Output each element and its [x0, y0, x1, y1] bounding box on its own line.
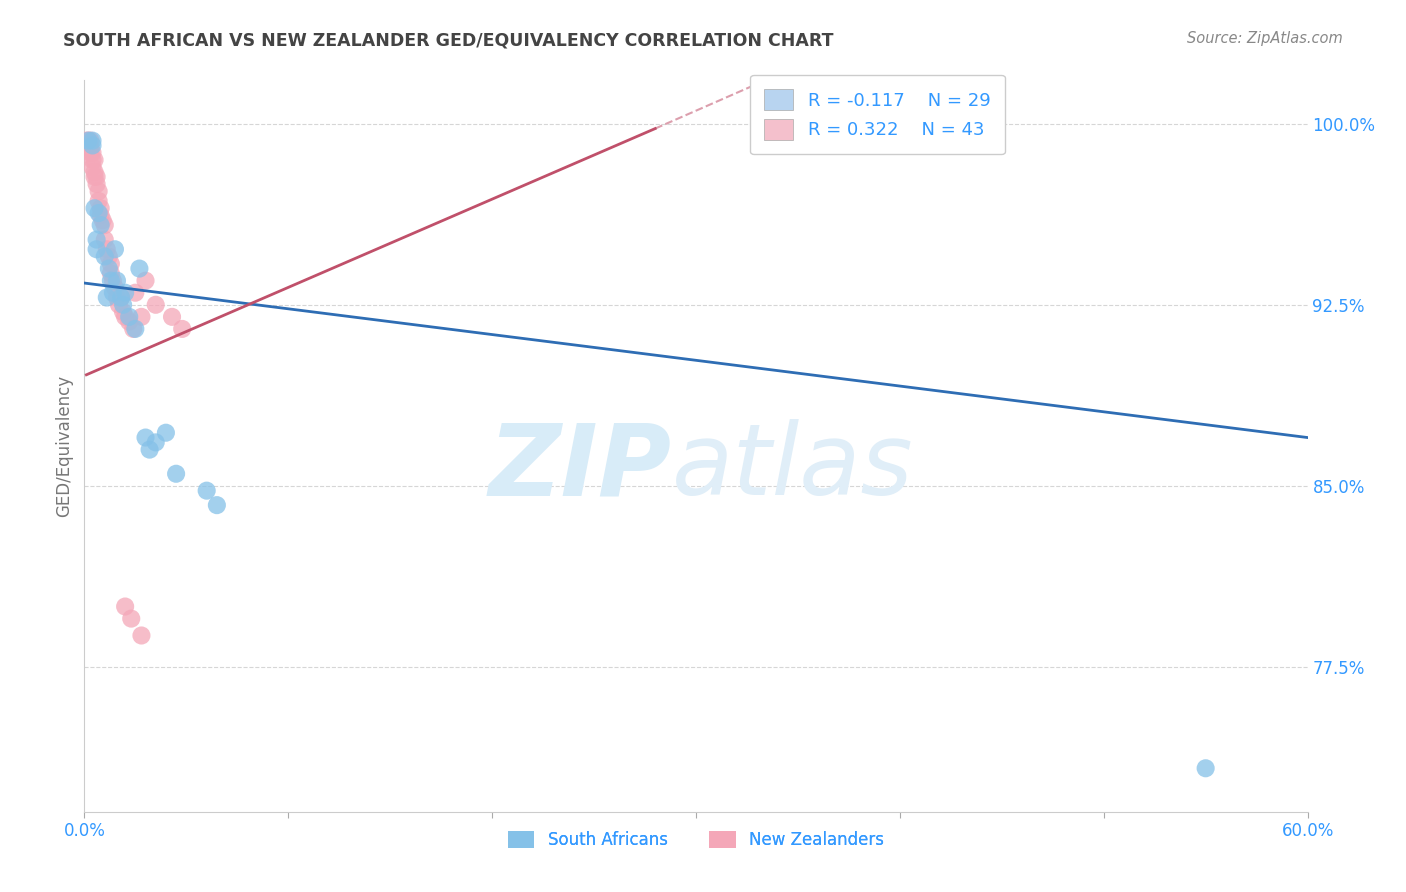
Point — [82, 134, 104, 148]
Point — [79, 141, 101, 155]
Point — [122, 322, 145, 336]
Point — [83, 169, 105, 184]
Point — [124, 322, 146, 336]
Point — [82, 153, 104, 167]
Point — [77, 134, 100, 148]
Point — [75, 134, 97, 148]
Point — [97, 261, 120, 276]
Point — [155, 425, 177, 440]
Point — [93, 250, 115, 264]
Point — [112, 298, 135, 312]
Point — [100, 274, 122, 288]
Point — [145, 298, 167, 312]
Point — [110, 291, 132, 305]
Point — [82, 145, 104, 160]
Text: SOUTH AFRICAN VS NEW ZEALANDER GED/EQUIVALENCY CORRELATION CHART: SOUTH AFRICAN VS NEW ZEALANDER GED/EQUIV… — [63, 31, 834, 49]
Point — [100, 267, 122, 281]
Text: atlas: atlas — [672, 419, 912, 516]
Point — [101, 274, 124, 288]
Point — [96, 242, 118, 256]
Point — [114, 285, 136, 300]
Point — [77, 134, 100, 148]
Point — [86, 169, 108, 184]
Point — [100, 257, 122, 271]
Point — [138, 442, 160, 457]
Point — [135, 431, 157, 445]
Point — [124, 285, 146, 300]
Point — [131, 310, 153, 324]
Point — [120, 611, 142, 625]
Point — [90, 209, 112, 223]
Point — [160, 310, 183, 324]
Point — [87, 206, 110, 220]
Point — [86, 233, 108, 247]
Point — [104, 281, 127, 295]
Point — [101, 285, 124, 300]
Legend: South Africans, New Zealanders: South Africans, New Zealanders — [501, 824, 891, 856]
Point — [131, 628, 153, 642]
Point — [83, 201, 105, 215]
Point — [79, 145, 101, 160]
Point — [77, 138, 100, 153]
Point — [96, 291, 118, 305]
Point — [1195, 761, 1218, 775]
Point — [114, 310, 136, 324]
Point — [165, 467, 187, 481]
Point — [79, 134, 101, 148]
Point — [112, 305, 135, 319]
Point — [114, 599, 136, 614]
Point — [90, 218, 112, 232]
Point — [118, 310, 141, 324]
Point — [91, 213, 114, 227]
Point — [87, 184, 110, 198]
Point — [87, 194, 110, 208]
Point — [83, 153, 105, 167]
Text: Source: ZipAtlas.com: Source: ZipAtlas.com — [1187, 31, 1343, 46]
Point — [86, 177, 108, 191]
Point — [110, 291, 132, 305]
Point — [90, 201, 112, 215]
Point — [104, 242, 127, 256]
Point — [145, 435, 167, 450]
Point — [93, 218, 115, 232]
Point — [195, 483, 218, 498]
Point — [205, 498, 228, 512]
Point — [135, 274, 157, 288]
Y-axis label: GED/Equivalency: GED/Equivalency — [55, 375, 73, 517]
Point — [128, 261, 150, 276]
Text: ZIP: ZIP — [488, 419, 672, 516]
Point — [108, 298, 131, 312]
Point — [105, 291, 128, 305]
Point — [172, 322, 194, 336]
Point — [105, 274, 128, 288]
Point — [82, 160, 104, 174]
Point — [93, 233, 115, 247]
Point — [86, 242, 108, 256]
Point — [97, 250, 120, 264]
Point — [82, 138, 104, 153]
Point — [83, 165, 105, 179]
Point — [118, 315, 141, 329]
